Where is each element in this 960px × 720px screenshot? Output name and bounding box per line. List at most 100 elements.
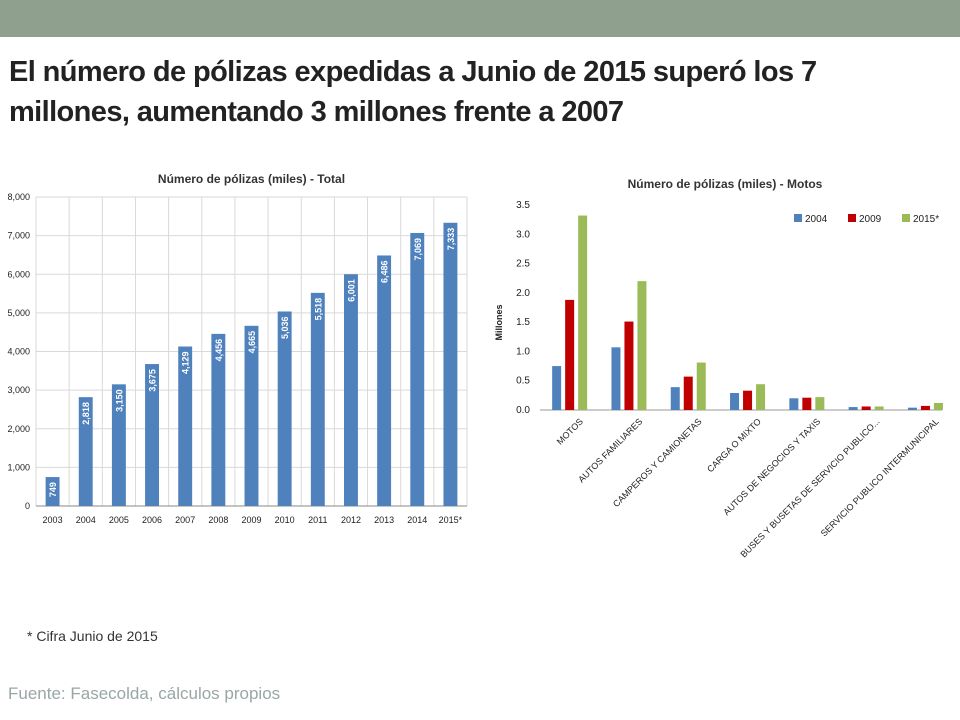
bar-2004-4 xyxy=(730,393,740,410)
chart-total-svg: Número de pólizas (miles) - Total 0 1,000 2… xyxy=(7,172,468,525)
y-tick-label: 8,000 xyxy=(7,192,30,202)
bar-2004-3 xyxy=(670,387,680,410)
bar-2004-6 xyxy=(848,407,858,410)
bar-2004-7 xyxy=(907,407,917,410)
top-accent-bar xyxy=(0,0,960,37)
y-tick-label: 4,000 xyxy=(7,347,30,357)
x-tick-label: 2009 xyxy=(241,515,261,525)
bar-2006 xyxy=(145,364,160,506)
bar-2007 xyxy=(178,346,193,506)
legend-label: 2015* xyxy=(913,214,939,225)
bar-2015-4 xyxy=(756,384,766,410)
x-category-label: SERVICIO PUBLICO INTERMUNICIPAL xyxy=(819,416,941,538)
bar-2015-2 xyxy=(637,281,647,410)
y-tick-label: 0 xyxy=(25,501,30,511)
y-tick-label: 3.0 xyxy=(516,229,530,240)
bar-data-label: 5,518 xyxy=(313,298,323,321)
bar-data-label: 4,456 xyxy=(214,339,224,362)
x-category-label: MOTOS xyxy=(555,416,585,446)
bar-2014 xyxy=(410,232,425,506)
source-note: Fuente: Fasecolda, cálculos propios xyxy=(8,684,281,703)
bar-2008 xyxy=(211,333,226,506)
y-tick-label: 2.5 xyxy=(516,259,530,270)
x-tick-label: 2011 xyxy=(308,515,327,525)
bar-data-label: 749 xyxy=(48,482,58,497)
x-category-label: AUTOS FAMILIARES xyxy=(576,416,644,484)
chart-total: Número de pólizas (miles) - Total 0 1,000 2… xyxy=(6,165,473,531)
bar-2003 xyxy=(45,477,60,506)
y-tick-label: 7,000 xyxy=(7,231,30,241)
bar-2015-6 xyxy=(874,406,884,410)
bar-2015* xyxy=(443,222,458,506)
bar-2015-1 xyxy=(578,215,588,410)
bar-2015-5 xyxy=(815,397,825,410)
bar-2013 xyxy=(377,255,392,506)
legend-label: 2004 xyxy=(805,214,828,225)
x-tick-label: 2006 xyxy=(142,515,162,525)
y-tick-label: 6,000 xyxy=(7,269,30,279)
bar-2015-3 xyxy=(696,362,706,410)
bar-2004 xyxy=(78,397,93,506)
x-category-label: BUSES Y BUSETAS DE SERVICIO PUBLICO... xyxy=(738,416,881,559)
y-tick-label: 0.0 xyxy=(516,405,530,416)
bar-2009-3 xyxy=(683,376,693,410)
x-tick-label: 2004 xyxy=(76,515,96,525)
bar-data-label: 6,001 xyxy=(346,279,356,302)
x-tick-label: 2010 xyxy=(275,515,295,525)
bar-data-label: 3,150 xyxy=(114,389,124,412)
y-tick-label: 2.0 xyxy=(516,288,530,299)
bar-2009-6 xyxy=(861,406,871,410)
y-axis-label: Millones xyxy=(494,304,504,340)
x-tick-label: 2014 xyxy=(407,515,427,525)
footnote: * Cifra Junio de 2015 xyxy=(27,628,158,644)
bar-2009-4 xyxy=(743,390,753,410)
x-tick-label: 2015* xyxy=(439,515,463,525)
bar-2009 xyxy=(244,325,259,506)
bar-data-label: 4,665 xyxy=(247,331,257,354)
bar-data-label: 5,036 xyxy=(280,316,290,339)
y-tick-label: 3,000 xyxy=(7,385,30,395)
bar-2009-5 xyxy=(802,397,812,410)
bar-2004-2 xyxy=(611,347,621,410)
y-tick-label: 1.0 xyxy=(516,346,530,357)
bar-2010 xyxy=(277,311,292,506)
x-category-label: AUTOS DE NEGOCIOS Y TAXIS xyxy=(721,416,822,517)
bar-data-label: 3,675 xyxy=(148,369,158,392)
y-tick-label: 2,000 xyxy=(7,424,30,434)
bar-2004-1 xyxy=(552,366,562,410)
bar-2009-2 xyxy=(624,321,634,410)
legend-swatch xyxy=(848,214,856,222)
y-tick-label: 1.5 xyxy=(516,317,530,328)
bar-2004-5 xyxy=(789,398,799,410)
chart-total-title: Número de pólizas (miles) - Total xyxy=(158,172,345,186)
bar-data-label: 6,486 xyxy=(380,260,390,283)
x-tick-label: 2012 xyxy=(341,515,361,525)
x-tick-label: 2007 xyxy=(175,515,195,525)
x-tick-label: 2005 xyxy=(109,515,129,525)
x-tick-label: 2008 xyxy=(208,515,228,525)
chart-motos-svg: Número de pólizas (miles) - Motos Millone… xyxy=(494,177,943,559)
chart-motos: Número de pólizas (miles) - Motos Millone… xyxy=(494,170,954,570)
bar-2009-1 xyxy=(565,299,575,410)
bar-2011 xyxy=(310,292,325,506)
legend-swatch xyxy=(902,214,910,222)
bar-data-label: 7,333 xyxy=(446,228,456,251)
chart-motos-title: Número de pólizas (miles) - Motos xyxy=(628,177,823,191)
slide-title: El número de pólizas expedidas a Junio d… xyxy=(9,56,817,128)
y-tick-label: 1,000 xyxy=(7,462,30,472)
legend-label: 2009 xyxy=(859,214,882,225)
bar-data-label: 4,129 xyxy=(181,352,191,375)
x-category-label: CARGA O MIXTO xyxy=(705,416,763,474)
bar-data-label: 7,069 xyxy=(413,238,423,261)
x-tick-label: 2003 xyxy=(43,515,63,525)
bar-2012 xyxy=(343,274,358,506)
y-tick-label: 5,000 xyxy=(7,308,30,318)
y-tick-label: 0.5 xyxy=(516,376,530,387)
bar-data-label: 2,818 xyxy=(81,402,91,425)
bar-2015-7 xyxy=(933,402,943,410)
bar-2009-7 xyxy=(920,405,930,410)
bar-2005 xyxy=(111,384,126,506)
y-tick-label: 3.5 xyxy=(516,200,530,211)
legend-swatch xyxy=(794,214,802,222)
x-tick-label: 2013 xyxy=(374,515,394,525)
